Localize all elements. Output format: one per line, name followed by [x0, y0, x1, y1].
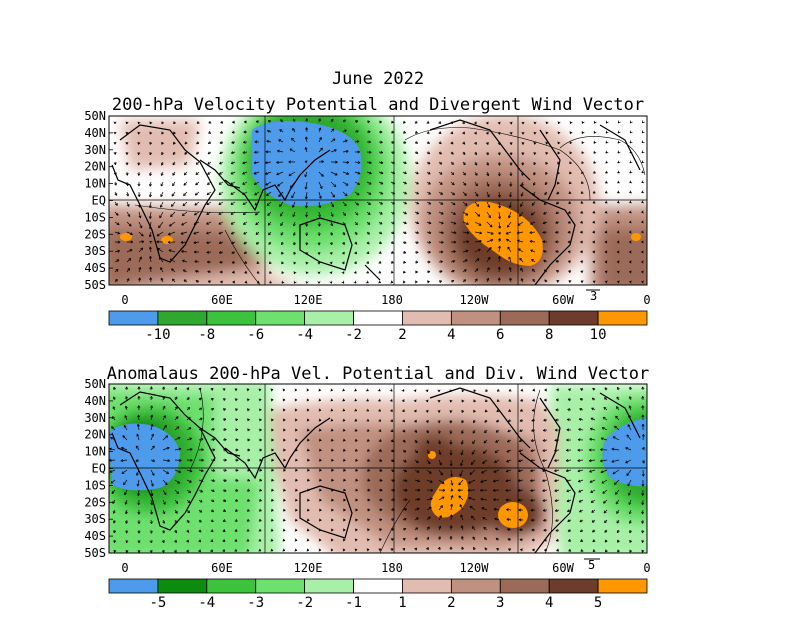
colorbar-swatch — [451, 311, 500, 325]
lat-tick-label: 30S — [84, 512, 106, 526]
colorbar-swatch — [256, 579, 305, 593]
lat-tick-label: 50N — [84, 109, 106, 123]
panel-2-map — [95, 380, 695, 560]
colorbar-label: 2 — [398, 327, 406, 343]
colorbar-label: -6 — [247, 327, 264, 343]
panel-1-colorbar: -10 -8 -6 -4 -2 2 4 6 8 10 — [109, 311, 647, 343]
colorbar-label: 10 — [590, 327, 607, 343]
lat-tick-label: 40N — [84, 394, 106, 408]
colorbar-swatch — [500, 579, 549, 593]
panel-2-vector-scale: 5 — [588, 558, 595, 572]
colorbar-label: -3 — [247, 595, 264, 611]
lon-tick-label: 60W — [552, 561, 574, 575]
lat-tick-label: 50S — [84, 278, 106, 292]
colorbar-swatch — [354, 311, 403, 325]
colorbar-swatch — [207, 579, 256, 593]
lat-tick-label: 20S — [84, 227, 106, 241]
lat-tick-label: 50S — [84, 546, 106, 560]
colorbar-swatch — [402, 311, 451, 325]
colorbar-swatch — [402, 579, 451, 593]
colorbar-swatch — [500, 311, 549, 325]
lon-tick-label: 0 — [121, 561, 128, 575]
colorbar-label: -4 — [198, 595, 215, 611]
colorbar-label: 3 — [496, 595, 504, 611]
colorbar-swatch — [109, 311, 158, 325]
lon-tick-label: 60E — [211, 561, 233, 575]
panel-2-colorbar: -5 -4 -3 -2 -1 1 2 3 4 5 — [109, 579, 647, 611]
panel-2-shading — [95, 380, 695, 560]
panel-2-lon-axis: 0 60E 120E 180 120W 60W 0 — [121, 561, 650, 575]
lon-tick-label: 120W — [460, 561, 490, 575]
lat-tick-label: 50N — [84, 377, 106, 391]
lon-tick-label: 0 — [643, 561, 650, 575]
lon-tick-label: 120W — [460, 293, 490, 307]
colorbar-swatch — [549, 311, 598, 325]
colorbar-swatch — [354, 579, 403, 593]
colorbar-swatch — [207, 311, 256, 325]
lat-tick-label: 10N — [84, 445, 106, 459]
lat-tick-label: 40N — [84, 126, 106, 140]
lat-tick-label: EQ — [92, 194, 106, 208]
panel-1-map — [100, 85, 660, 296]
panel-2: Anomalaus 200-hPa Vel. Potential and Div… — [84, 364, 695, 611]
colorbar-label: -1 — [345, 595, 362, 611]
colorbar-label: -8 — [198, 327, 215, 343]
colorbar-label: 1 — [398, 595, 406, 611]
colorbar-swatch — [598, 579, 647, 593]
colorbar-swatch — [158, 579, 207, 593]
colorbar-label: 4 — [447, 327, 455, 343]
lon-tick-label: 120E — [294, 561, 323, 575]
colorbar-label: -2 — [345, 327, 362, 343]
lat-tick-label: 30N — [84, 411, 106, 425]
colorbar-swatch — [305, 311, 354, 325]
lat-tick-label: 10S — [84, 210, 106, 224]
colorbar-label: -4 — [296, 327, 313, 343]
lat-tick-label: 20N — [84, 428, 106, 442]
panel-2-title: Anomalaus 200-hPa Vel. Potential and Div… — [107, 364, 649, 384]
lon-tick-label: 120E — [294, 293, 323, 307]
lat-tick-label: 30S — [84, 244, 106, 258]
colorbar-label: 4 — [545, 595, 553, 611]
colorbar-swatch — [598, 311, 647, 325]
lon-tick-label: 180 — [381, 561, 403, 575]
lat-tick-label: 10S — [84, 478, 106, 492]
colorbar-label: 5 — [594, 595, 602, 611]
colorbar-swatch — [451, 579, 500, 593]
colorbar-swatch — [256, 311, 305, 325]
colorbar-label: 8 — [545, 327, 553, 343]
lon-tick-label: 180 — [381, 293, 403, 307]
lat-tick-label: 30N — [84, 143, 106, 157]
lat-tick-label: 20N — [84, 160, 106, 174]
colorbar-label: -2 — [296, 595, 313, 611]
panel-1-title: 200-hPa Velocity Potential and Divergent… — [112, 95, 644, 115]
colorbar-label: 2 — [447, 595, 455, 611]
colorbar-label: -5 — [149, 595, 166, 611]
lat-tick-label: 10N — [84, 177, 106, 191]
colorbar-label: -10 — [145, 327, 170, 343]
lat-tick-label: 40S — [84, 529, 106, 543]
colorbar-swatch — [109, 579, 158, 593]
colorbar-swatch — [549, 579, 598, 593]
lat-tick-label: 20S — [84, 495, 106, 509]
figure-title: June 2022 — [332, 69, 424, 89]
lon-tick-label: 60E — [211, 293, 233, 307]
colorbar-swatch — [305, 579, 354, 593]
panel-1-vector-scale: 3 — [590, 289, 597, 303]
lon-tick-label: 0 — [121, 293, 128, 307]
colorbar-label: 6 — [496, 327, 504, 343]
colorbar-swatch — [158, 311, 207, 325]
lon-tick-label: 60W — [552, 293, 574, 307]
lat-tick-label: 40S — [84, 261, 106, 275]
panel-1: 200-hPa Velocity Potential and Divergent… — [84, 85, 660, 343]
panel-1-lon-axis: 0 60E 120E 180 120W 60W 0 — [121, 293, 650, 307]
lat-tick-label: EQ — [92, 462, 106, 476]
lon-tick-label: 0 — [643, 293, 650, 307]
